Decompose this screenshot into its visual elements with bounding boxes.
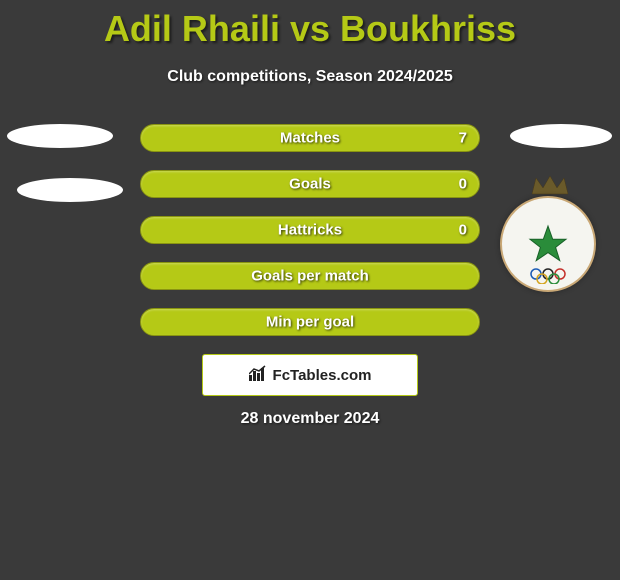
stat-row: Goals per match xyxy=(140,262,480,290)
stat-label: Goals per match xyxy=(251,268,369,285)
stat-value: 0 xyxy=(459,176,467,193)
player-left-image-2 xyxy=(17,178,123,202)
stat-row: Min per goal xyxy=(140,308,480,336)
club-badge xyxy=(500,178,600,308)
rings-icon xyxy=(528,268,568,284)
stat-value: 7 xyxy=(459,130,467,147)
player-right-image xyxy=(510,124,612,148)
stat-row: Goals 0 xyxy=(140,170,480,198)
player-left-image-1 xyxy=(7,124,113,148)
stats-bars: Matches 7 Goals 0 Hattricks 0 Goals per … xyxy=(140,124,480,354)
crown-icon xyxy=(530,174,570,196)
date-label: 28 november 2024 xyxy=(241,410,380,428)
page-title: Adil Rhaili vs Boukhriss xyxy=(0,0,620,50)
stat-label: Min per goal xyxy=(266,314,354,331)
stat-label: Hattricks xyxy=(278,222,342,239)
chart-icon xyxy=(249,365,269,385)
stat-row: Matches 7 xyxy=(140,124,480,152)
stat-value: 0 xyxy=(459,222,467,239)
stat-label: Goals xyxy=(289,176,331,193)
star-icon xyxy=(528,224,568,264)
footer-logo: FcTables.com xyxy=(249,365,372,385)
footer-brand-box[interactable]: FcTables.com xyxy=(202,354,418,396)
stat-label: Matches xyxy=(280,130,340,147)
brand-text: FcTables.com xyxy=(273,367,372,384)
stat-row: Hattricks 0 xyxy=(140,216,480,244)
page-subtitle: Club competitions, Season 2024/2025 xyxy=(0,68,620,86)
